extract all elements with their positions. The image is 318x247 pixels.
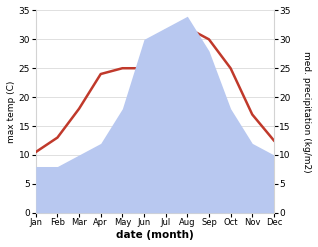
Y-axis label: max temp (C): max temp (C): [7, 80, 16, 143]
X-axis label: date (month): date (month): [116, 230, 194, 240]
Y-axis label: med. precipitation (kg/m2): med. precipitation (kg/m2): [302, 51, 311, 172]
